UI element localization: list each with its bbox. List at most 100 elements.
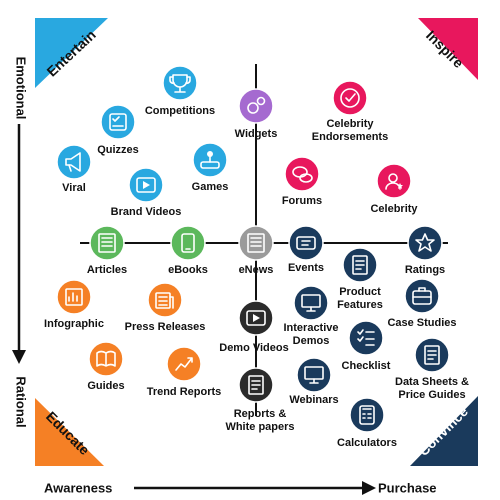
content-item-circle <box>332 80 368 116</box>
checklist-icon <box>357 329 375 346</box>
content-item-circle <box>162 65 198 101</box>
content-item-label: Trend Reports <box>147 386 222 398</box>
calculator-icon <box>359 405 375 425</box>
content-item-label: Reports & <box>234 408 287 420</box>
content-item-circle <box>89 225 125 261</box>
tablet-icon <box>181 233 195 253</box>
badge-check-icon <box>340 88 360 108</box>
trend-icon <box>175 357 193 371</box>
content-item-forums: Forums <box>282 156 322 207</box>
content-item-label: Price Guides <box>398 389 465 401</box>
axis-awareness-label: Awareness <box>44 480 112 495</box>
gears-icon <box>247 96 266 114</box>
content-item-events: Events <box>288 225 324 274</box>
press-icon <box>155 292 174 309</box>
content-item-label: Demo Videos <box>219 342 289 354</box>
content-item-circle <box>349 397 385 433</box>
content-item-articles: Articles <box>87 225 127 276</box>
educate-corner <box>35 398 104 466</box>
star-person-icon <box>385 173 403 190</box>
content-item-label: eNews <box>239 264 274 276</box>
content-item-widgets: Widgets <box>235 88 278 140</box>
trophy-icon <box>169 74 191 93</box>
content-item-label: Interactive <box>283 322 338 334</box>
content-item-label: Demos <box>293 335 330 347</box>
content-item-circle <box>288 225 324 261</box>
content-item-label: Ratings <box>405 264 445 276</box>
content-item-games: Games <box>192 142 229 193</box>
content-item-enews: eNews <box>238 225 274 276</box>
content-item-label: Games <box>192 181 229 193</box>
content-item-ebooks: eBooks <box>168 225 208 276</box>
data-sheet-icon <box>424 345 440 365</box>
chat-bubbles-icon <box>292 166 313 183</box>
webinar-icon <box>304 366 324 384</box>
content-item-label: Features <box>337 299 383 311</box>
vertical-axis-arrowhead <box>12 350 26 364</box>
content-item-circle <box>238 225 274 261</box>
content-item-brand-videos: Brand Videos <box>111 167 182 218</box>
content-item-label: Checklist <box>342 360 391 372</box>
content-item-circle <box>296 357 332 393</box>
megaphone-icon <box>65 152 81 172</box>
content-item-label: Data Sheets & <box>395 376 469 388</box>
content-item-label: Widgets <box>235 128 278 140</box>
content-item-quizzes: Quizzes <box>97 104 139 156</box>
content-item-case-studies: Case Studies <box>387 278 457 329</box>
article-icon <box>98 233 116 253</box>
content-item-demo-videos: Demo Videos <box>219 300 289 354</box>
content-item-label: Articles <box>87 264 127 276</box>
content-item-label: Case Studies <box>387 317 456 329</box>
ticket-icon <box>296 236 316 250</box>
content-item-circle <box>293 285 329 321</box>
film-icon <box>246 310 266 326</box>
content-item-label: Product <box>339 286 381 298</box>
video-icon <box>136 177 156 193</box>
content-item-circle <box>100 104 136 140</box>
infographic-icon <box>65 288 83 306</box>
convince-corner <box>410 396 478 466</box>
content-item-label: Webinars <box>289 394 338 406</box>
screen-icon <box>301 294 321 312</box>
content-item-calculators: Calculators <box>337 397 397 449</box>
content-item-label: Brand Videos <box>111 206 182 218</box>
content-item-circle <box>407 225 443 261</box>
content-item-competitions: Competitions <box>145 65 215 117</box>
content-item-circle <box>348 320 384 356</box>
content-item-circle <box>56 144 92 180</box>
content-item-ratings: Ratings <box>405 225 445 276</box>
content-item-circle <box>56 279 92 315</box>
content-item-infographic: Infographic <box>44 279 104 330</box>
content-item-label: Forums <box>282 195 322 207</box>
content-item-label: White papers <box>225 421 294 433</box>
content-item-trend-reports: Trend Reports <box>147 346 222 398</box>
axis-purchase-label: Purchase <box>378 480 437 495</box>
content-item-label: Calculators <box>337 437 397 449</box>
inspire-corner <box>418 18 478 80</box>
axis-emotional-label: Emotional <box>14 57 29 120</box>
content-item-label: Guides <box>87 380 124 392</box>
content-item-circle <box>166 346 202 382</box>
content-item-reports: Reports &White papers <box>225 367 295 433</box>
content-item-label: eBooks <box>168 264 208 276</box>
newspaper-icon <box>247 233 265 253</box>
briefcase-icon <box>412 287 432 305</box>
axis-rational-label: Rational <box>14 376 29 427</box>
content-item-label: Competitions <box>145 105 215 117</box>
content-item-circle <box>376 163 412 199</box>
content-item-label: Infographic <box>44 318 104 330</box>
content-item-viral: Viral <box>56 144 92 194</box>
report-icon <box>248 375 264 395</box>
horizontal-axis-arrowhead <box>362 481 376 495</box>
content-item-label: Celebrity <box>370 203 418 215</box>
content-item-label: Celebrity <box>326 118 374 130</box>
content-item-circle <box>284 156 320 192</box>
quiz-icon <box>109 113 127 131</box>
content-item-webinars: Webinars <box>289 357 339 406</box>
content-item-label: Events <box>288 262 324 274</box>
